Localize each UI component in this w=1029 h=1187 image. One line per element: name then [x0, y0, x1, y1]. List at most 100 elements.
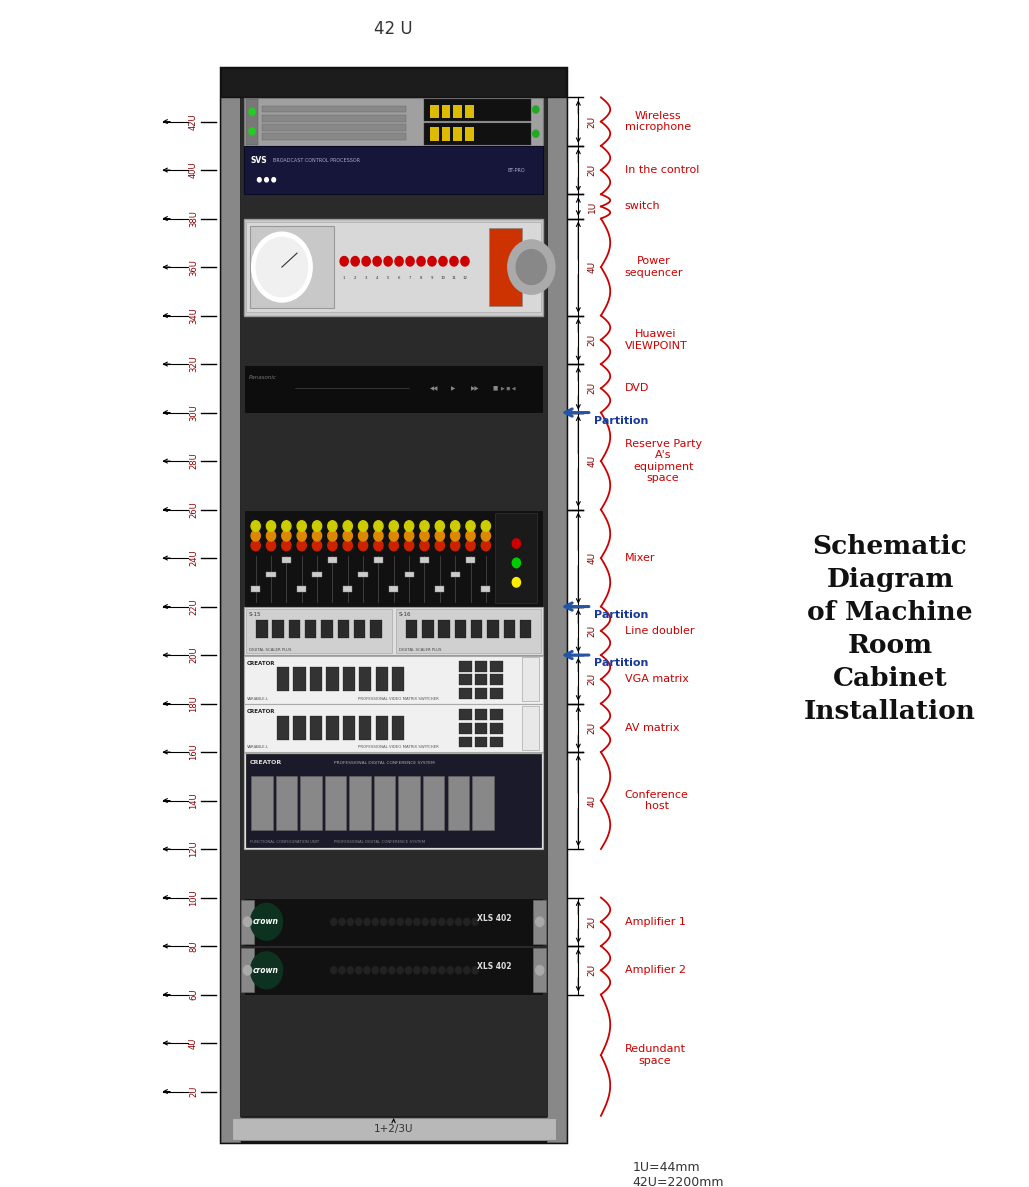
Text: Mixer: Mixer — [625, 553, 655, 563]
Text: Amplifier 2: Amplifier 2 — [625, 965, 685, 976]
Circle shape — [372, 966, 379, 973]
FancyBboxPatch shape — [313, 572, 322, 577]
Circle shape — [358, 521, 367, 532]
Circle shape — [328, 540, 336, 551]
Text: 1U=44mm
42U=2200mm: 1U=44mm 42U=2200mm — [633, 1161, 724, 1187]
FancyBboxPatch shape — [475, 688, 488, 699]
FancyBboxPatch shape — [475, 723, 488, 734]
Text: 11: 11 — [452, 275, 457, 280]
Circle shape — [267, 521, 276, 532]
Circle shape — [451, 531, 460, 541]
Text: 2U: 2U — [588, 624, 597, 637]
Circle shape — [358, 540, 367, 551]
Circle shape — [397, 966, 403, 973]
Text: 2U: 2U — [588, 115, 597, 128]
Circle shape — [414, 966, 420, 973]
Circle shape — [450, 256, 458, 266]
FancyBboxPatch shape — [326, 716, 339, 740]
Circle shape — [328, 531, 336, 541]
Text: 22U: 22U — [189, 598, 198, 615]
Circle shape — [535, 965, 543, 975]
FancyBboxPatch shape — [349, 776, 370, 830]
Text: VARIABLE-L: VARIABLE-L — [247, 745, 270, 749]
Circle shape — [451, 540, 460, 551]
FancyBboxPatch shape — [448, 776, 469, 830]
FancyBboxPatch shape — [451, 572, 460, 577]
FancyBboxPatch shape — [392, 716, 404, 740]
Circle shape — [362, 256, 370, 266]
FancyBboxPatch shape — [460, 723, 472, 734]
Circle shape — [364, 919, 370, 926]
FancyBboxPatch shape — [441, 104, 451, 119]
FancyBboxPatch shape — [244, 655, 543, 704]
Circle shape — [405, 966, 412, 973]
Text: 18U: 18U — [189, 696, 198, 712]
FancyBboxPatch shape — [354, 620, 365, 639]
Text: DIGITAL SCALER PLUS: DIGITAL SCALER PLUS — [399, 648, 441, 652]
Circle shape — [267, 540, 276, 551]
FancyBboxPatch shape — [523, 706, 539, 750]
Text: 6: 6 — [398, 275, 400, 280]
FancyBboxPatch shape — [343, 716, 355, 740]
Circle shape — [405, 919, 412, 926]
Text: Wireless
microphone: Wireless microphone — [625, 110, 690, 133]
FancyBboxPatch shape — [491, 736, 503, 747]
Text: 34U: 34U — [189, 307, 198, 324]
Text: PROFESSIONAL DIGITAL CONFERENCE SYSTEM: PROFESSIONAL DIGITAL CONFERENCE SYSTEM — [333, 840, 425, 844]
Text: 40U: 40U — [189, 161, 198, 178]
Circle shape — [251, 540, 260, 551]
Circle shape — [339, 966, 345, 973]
FancyBboxPatch shape — [310, 716, 322, 740]
FancyBboxPatch shape — [244, 947, 543, 995]
Circle shape — [374, 521, 383, 532]
Circle shape — [404, 531, 414, 541]
Text: Huawei
VIEWPOINT: Huawei VIEWPOINT — [625, 329, 687, 350]
Circle shape — [482, 521, 491, 532]
FancyBboxPatch shape — [244, 97, 543, 146]
Text: 1U: 1U — [588, 201, 597, 212]
FancyBboxPatch shape — [424, 99, 531, 121]
FancyBboxPatch shape — [250, 226, 333, 309]
Circle shape — [430, 966, 436, 973]
Circle shape — [464, 966, 470, 973]
Text: Partition: Partition — [594, 415, 648, 426]
FancyBboxPatch shape — [441, 127, 451, 141]
Circle shape — [456, 919, 462, 926]
Text: 1+2/3U: 1+2/3U — [374, 1124, 414, 1134]
FancyBboxPatch shape — [423, 776, 445, 830]
Text: 20U: 20U — [189, 647, 198, 664]
FancyBboxPatch shape — [244, 899, 543, 946]
Circle shape — [397, 919, 403, 926]
Circle shape — [356, 919, 362, 926]
Text: 2U: 2U — [588, 382, 597, 394]
Text: 2U: 2U — [588, 915, 597, 928]
Circle shape — [297, 531, 307, 541]
Circle shape — [251, 531, 260, 541]
FancyBboxPatch shape — [251, 776, 273, 830]
Circle shape — [313, 531, 322, 541]
FancyBboxPatch shape — [305, 620, 317, 639]
Circle shape — [389, 531, 398, 541]
Circle shape — [282, 540, 291, 551]
FancyBboxPatch shape — [460, 661, 472, 672]
Text: PROFESSIONAL VIDEO MATRIX SWITCHER: PROFESSIONAL VIDEO MATRIX SWITCHER — [358, 697, 438, 700]
FancyBboxPatch shape — [429, 127, 438, 141]
Circle shape — [343, 531, 352, 541]
Text: BT-PRO: BT-PRO — [507, 167, 525, 172]
Circle shape — [507, 240, 555, 294]
Circle shape — [339, 919, 345, 926]
FancyBboxPatch shape — [244, 510, 543, 607]
Circle shape — [343, 521, 352, 532]
FancyBboxPatch shape — [523, 658, 539, 702]
Circle shape — [249, 108, 255, 115]
Text: 14U: 14U — [189, 792, 198, 808]
FancyBboxPatch shape — [424, 122, 531, 145]
Circle shape — [381, 919, 387, 926]
FancyBboxPatch shape — [465, 127, 474, 141]
FancyBboxPatch shape — [374, 557, 383, 563]
Circle shape — [435, 540, 445, 551]
FancyBboxPatch shape — [475, 736, 488, 747]
Circle shape — [282, 521, 291, 532]
Text: 10U: 10U — [189, 889, 198, 906]
Circle shape — [381, 966, 387, 973]
